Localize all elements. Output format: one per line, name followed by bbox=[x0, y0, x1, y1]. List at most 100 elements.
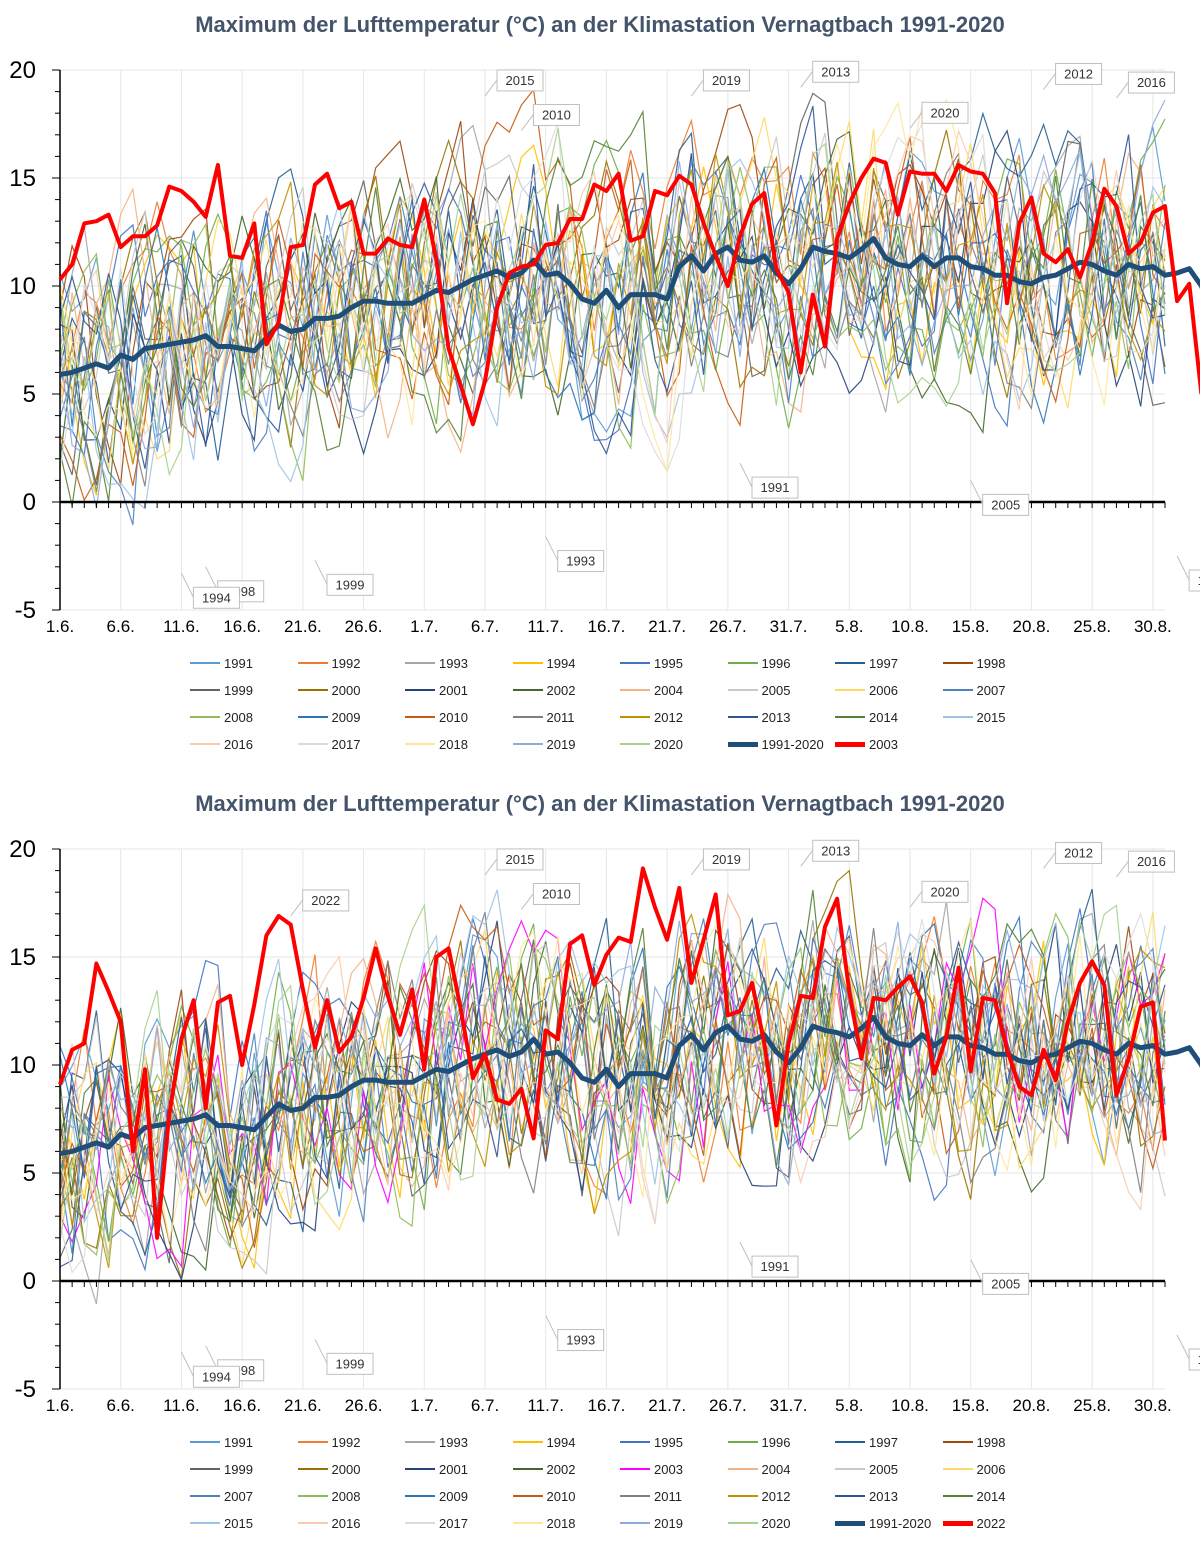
annotation-leader bbox=[1176, 555, 1190, 581]
y-tick-label: 10 bbox=[9, 273, 36, 300]
annotation-leader bbox=[1043, 73, 1056, 90]
annotation-leader bbox=[180, 573, 194, 598]
legend-item-2008: 2008 bbox=[297, 1487, 406, 1505]
annotation-leader bbox=[691, 858, 704, 876]
legend-item-2005: 2005 bbox=[727, 681, 836, 699]
legend-item-2017: 2017 bbox=[297, 735, 406, 753]
y-tick-label: 10 bbox=[9, 1052, 36, 1079]
annotation-label-2016: 2016 bbox=[1137, 854, 1166, 869]
annotation-label-2020: 2020 bbox=[931, 105, 960, 120]
annotation-label-2013: 2013 bbox=[821, 843, 850, 858]
legend-item-2010: 2010 bbox=[405, 708, 513, 726]
legend-item-2005: 2005 bbox=[835, 1460, 943, 1478]
legend-item-1992: 1992 bbox=[297, 1433, 406, 1451]
annotation-box bbox=[1055, 62, 1103, 85]
legend-label: 2012 bbox=[761, 1488, 791, 1504]
legend-swatch bbox=[727, 741, 758, 747]
legend-swatch bbox=[297, 743, 328, 745]
annotation-leader bbox=[691, 79, 704, 97]
legend-swatch bbox=[942, 1495, 973, 1497]
legend-item-2016: 2016 bbox=[190, 735, 298, 753]
legend-swatch bbox=[405, 1441, 435, 1443]
legend-swatch bbox=[620, 1522, 650, 1524]
legend-label: 2007 bbox=[224, 1488, 253, 1504]
legend-swatch bbox=[835, 741, 865, 747]
legend-item-1995: 1995 bbox=[620, 1433, 728, 1451]
legend-label: 1994 bbox=[546, 1434, 576, 1450]
annotation-label-1995: 1995 bbox=[1198, 573, 1200, 588]
annotation-box bbox=[1188, 569, 1200, 592]
annotation-box bbox=[532, 103, 580, 126]
chart-panel-2003: Maximum der Lufttemperatur (°C) an der K… bbox=[9, 12, 1200, 753]
annotation-box bbox=[192, 1365, 240, 1388]
legend-swatch bbox=[405, 662, 435, 664]
y-tick-label: 15 bbox=[9, 944, 36, 971]
legend-swatch bbox=[942, 1468, 973, 1470]
legend-label: 2003 bbox=[654, 1461, 683, 1477]
x-tick-label: 5.8. bbox=[835, 617, 863, 636]
annotation-label-2015: 2015 bbox=[506, 852, 535, 867]
legend-swatch bbox=[297, 662, 328, 664]
x-tick-label: 16.7. bbox=[588, 617, 626, 636]
legend-label: 1997 bbox=[869, 1434, 898, 1450]
legend-item-2016: 2016 bbox=[297, 1514, 406, 1532]
annotation-box bbox=[982, 493, 1030, 516]
x-tick-label: 11.7. bbox=[527, 1396, 564, 1415]
legend-item-2020: 2020 bbox=[727, 1514, 836, 1532]
series-line-2016 bbox=[59, 129, 1166, 444]
y-tick-label: 5 bbox=[23, 1160, 36, 1187]
annotation-label-2012: 2012 bbox=[1064, 845, 1093, 860]
legend-label: 2009 bbox=[439, 1488, 468, 1504]
legend-swatch bbox=[405, 1495, 435, 1497]
legend-item-1994: 1994 bbox=[512, 1433, 621, 1451]
annotation-box bbox=[496, 848, 544, 871]
x-tick-label: 16.7. bbox=[588, 1396, 626, 1415]
legend-swatch bbox=[727, 1495, 758, 1497]
legend-label: 1999 bbox=[224, 1461, 253, 1477]
annotation-box bbox=[192, 586, 240, 609]
legend-swatch bbox=[727, 1441, 758, 1443]
legend-item-2006: 2006 bbox=[942, 1460, 1051, 1478]
series-line-2010 bbox=[59, 88, 1166, 502]
legend-swatch bbox=[190, 662, 220, 664]
legend-label: 2005 bbox=[869, 1461, 898, 1477]
legend-item-2022: 2022 bbox=[942, 1514, 1051, 1532]
legend-item-1994: 1994 bbox=[512, 654, 621, 672]
annotation-box bbox=[751, 1255, 799, 1278]
legend-label: 1999 bbox=[224, 682, 253, 698]
legend-swatch bbox=[405, 716, 435, 718]
annotation-label-1993: 1993 bbox=[566, 1333, 595, 1348]
annotation-leader bbox=[909, 891, 923, 908]
annotation-leader bbox=[484, 79, 498, 97]
annotation-label-2010: 2010 bbox=[542, 107, 571, 122]
legend-swatch bbox=[512, 716, 543, 718]
legend-swatch bbox=[190, 1441, 220, 1443]
y-tick-label: 0 bbox=[23, 1268, 36, 1295]
legend-swatch bbox=[727, 689, 758, 691]
series-line-2011 bbox=[59, 912, 1166, 1252]
y-tick-label: -5 bbox=[15, 1376, 36, 1403]
legend-item-2015: 2015 bbox=[942, 708, 1051, 726]
legend-swatch bbox=[512, 1495, 543, 1497]
legend-swatch bbox=[512, 743, 543, 745]
x-tick-label: 31.7. bbox=[770, 1396, 808, 1415]
annotation-box bbox=[1127, 850, 1175, 873]
x-tick-label: 6.6. bbox=[107, 617, 135, 636]
legend-swatch bbox=[297, 1522, 328, 1524]
annotation-leader bbox=[290, 899, 304, 917]
legend-item-1996: 1996 bbox=[727, 1433, 836, 1451]
annotation-box bbox=[982, 1272, 1030, 1295]
legend-label: 2020 bbox=[654, 736, 683, 752]
annotation-leader bbox=[484, 858, 498, 876]
legend-swatch bbox=[512, 1441, 543, 1443]
legend-swatch bbox=[727, 1522, 758, 1524]
legend-swatch bbox=[942, 716, 973, 718]
legend-label: 2002 bbox=[546, 1461, 576, 1477]
legend-item-1991: 1991 bbox=[190, 1433, 298, 1451]
legend-label: 1998 bbox=[976, 1434, 1006, 1450]
legend-label: 2013 bbox=[761, 709, 791, 725]
legend-item-1999: 1999 bbox=[190, 1460, 298, 1478]
legend-swatch bbox=[297, 689, 328, 691]
legend-swatch bbox=[190, 689, 220, 691]
y-tick-label: 20 bbox=[9, 57, 36, 84]
